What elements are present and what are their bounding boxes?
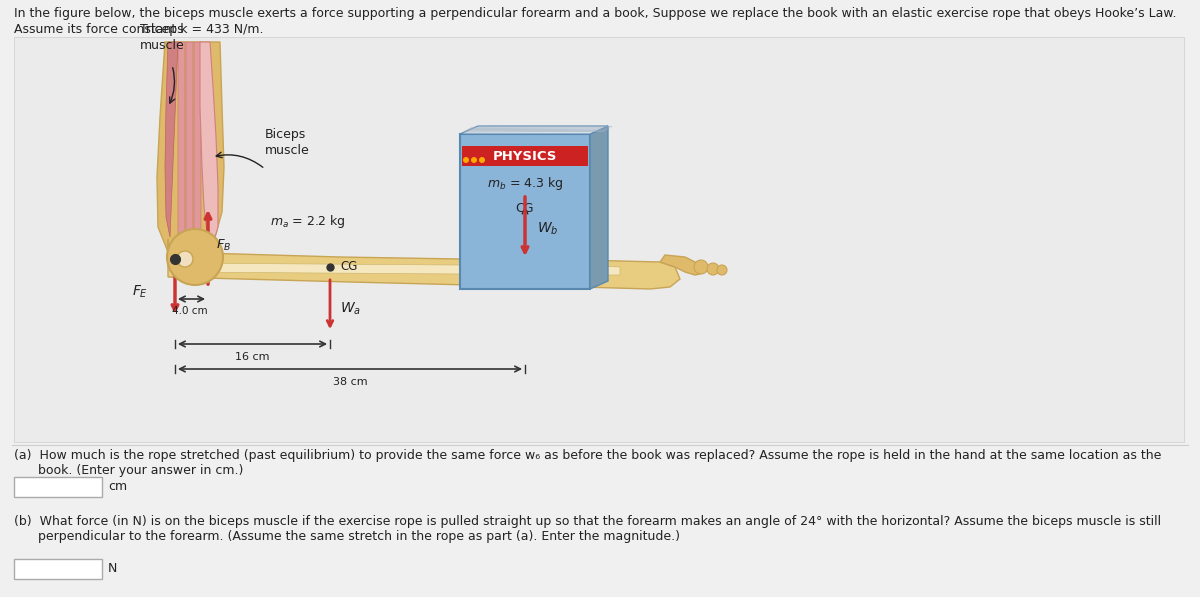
Text: 16 cm: 16 cm — [235, 352, 269, 362]
Bar — [462, 146, 588, 166]
Polygon shape — [460, 126, 608, 134]
Circle shape — [718, 265, 727, 275]
Text: book. (Enter your answer in cm.): book. (Enter your answer in cm.) — [14, 464, 244, 477]
Text: $m_a$ = 2.2 kg: $m_a$ = 2.2 kg — [270, 214, 346, 230]
Polygon shape — [157, 42, 224, 264]
Polygon shape — [178, 42, 185, 237]
Circle shape — [707, 263, 719, 275]
Circle shape — [178, 251, 193, 267]
Text: CG: CG — [516, 202, 534, 215]
Text: CG: CG — [340, 260, 358, 273]
Text: Assume its force constant k = 433 N/m.: Assume its force constant k = 433 N/m. — [14, 22, 264, 35]
Text: N: N — [108, 562, 118, 576]
Polygon shape — [590, 126, 608, 289]
Circle shape — [694, 260, 708, 274]
Bar — [460, 134, 590, 289]
Circle shape — [479, 157, 485, 163]
Text: perpendicular to the forearm. (Assume the same stretch in the rope as part (a). : perpendicular to the forearm. (Assume th… — [14, 530, 680, 543]
Polygon shape — [186, 42, 193, 237]
Polygon shape — [166, 42, 178, 237]
Text: cm: cm — [108, 481, 127, 494]
Text: Biceps
muscle: Biceps muscle — [265, 128, 310, 157]
Circle shape — [167, 229, 223, 285]
Text: $W_b$: $W_b$ — [538, 221, 558, 237]
Text: $F_B$: $F_B$ — [216, 238, 232, 253]
Polygon shape — [194, 42, 202, 237]
Circle shape — [470, 157, 478, 163]
Circle shape — [463, 157, 469, 163]
Text: Triceps
muscle: Triceps muscle — [140, 23, 185, 52]
Text: 4.0 cm: 4.0 cm — [172, 306, 208, 316]
Text: (a)  How much is the rope stretched (past equilibrium) to provide the same force: (a) How much is the rope stretched (past… — [14, 449, 1162, 462]
Bar — [14, 37, 1184, 442]
Text: In the figure below, the biceps muscle exerts a force supporting a perpendicular: In the figure below, the biceps muscle e… — [14, 7, 1176, 20]
Polygon shape — [660, 255, 700, 275]
Text: $W_a$: $W_a$ — [340, 301, 361, 317]
Bar — [14, 477, 102, 497]
Bar — [14, 559, 102, 579]
Polygon shape — [168, 239, 680, 289]
Text: (b)  What force (in N) is on the biceps muscle if the exercise rope is pulled st: (b) What force (in N) is on the biceps m… — [14, 515, 1162, 528]
Polygon shape — [175, 257, 620, 275]
Text: PHYSICS: PHYSICS — [493, 149, 557, 162]
Text: $m_b$ = 4.3 kg: $m_b$ = 4.3 kg — [487, 176, 563, 192]
Text: $F_E$: $F_E$ — [132, 284, 148, 300]
Polygon shape — [200, 42, 218, 237]
Text: 38 cm: 38 cm — [332, 377, 367, 387]
